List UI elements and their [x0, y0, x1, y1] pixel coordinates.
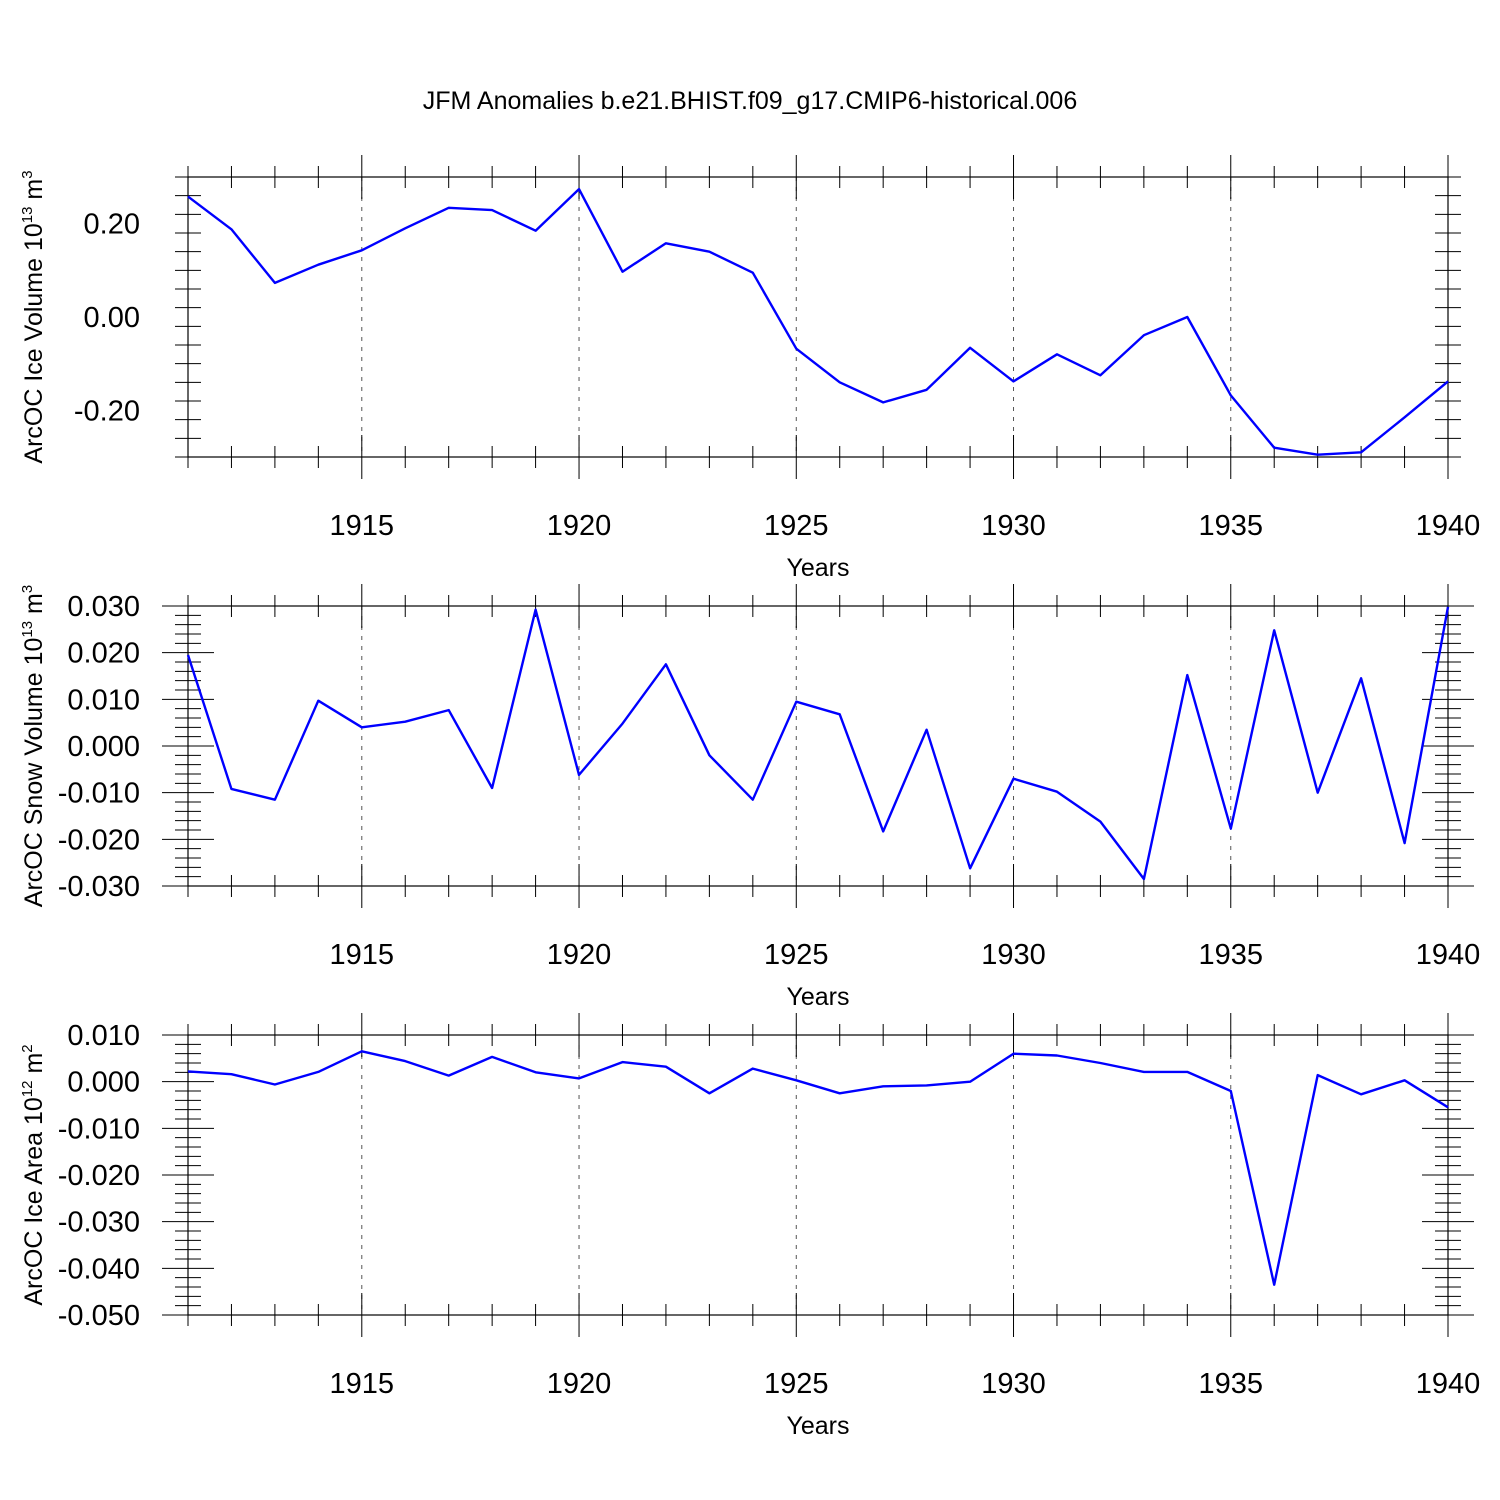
x-tick-label: 1915: [330, 939, 395, 971]
x-tick-label: 1925: [764, 939, 829, 971]
series-line-ice-area: [187, 1050, 1449, 1286]
y-tick-label: 0.00: [84, 302, 140, 334]
x-tick-label: 1930: [981, 939, 1046, 971]
x-tick-label: 1920: [547, 1368, 612, 1400]
y-axis-label: ArcOC Snow Volume 1013 m3: [19, 585, 48, 907]
x-tick-label: 1935: [1199, 1368, 1264, 1400]
y-tick-label: -0.010: [58, 778, 140, 810]
y-tick-label: -0.030: [58, 1207, 140, 1239]
y-tick-label: 0.000: [67, 731, 140, 763]
y-tick-label: -0.030: [58, 871, 140, 903]
y-tick-label: 0.010: [67, 684, 140, 716]
series-line-ice-volume: [187, 187, 1449, 456]
y-tick-label: -0.20: [74, 395, 140, 427]
panel-ice-volume: 0.20 0.00 -0.20 1915 1920 1925 1930 1935 1940 Yea…: [19, 155, 1480, 582]
panel-snow-volume: 0.030 0.020 0.010 0.000 -0.010 -0.020 -0.030 19…: [19, 584, 1480, 1011]
y-axis-label: ArcOC Ice Area 1012 m2: [19, 1044, 48, 1305]
x-tick-label: 1940: [1416, 510, 1481, 542]
y-tick-label: -0.020: [58, 824, 140, 856]
y-tick-label: 0.010: [67, 1020, 140, 1052]
plot-frame: [187, 1034, 1449, 1316]
panel-ice-area: 0.010 0.000 -0.010 -0.020 -0.030 -0.040 -0.050…: [19, 1013, 1480, 1440]
x-tick-label: 1915: [330, 1368, 395, 1400]
y-tick-label: -0.050: [58, 1300, 140, 1332]
x-axis-label: Years: [786, 1412, 849, 1440]
x-tick-label: 1925: [764, 510, 829, 542]
series-line-snow-volume: [186, 606, 1450, 881]
x-tick-label: 1925: [764, 1368, 829, 1400]
y-tick-label: 0.20: [84, 209, 140, 241]
x-tick-label: 1940: [1416, 939, 1481, 971]
x-tick-label: 1920: [547, 510, 612, 542]
x-tick-label: 1935: [1199, 939, 1264, 971]
plot-frame: [187, 605, 1449, 887]
x-tick-label: 1930: [981, 1368, 1046, 1400]
x-tick-label: 1920: [547, 939, 612, 971]
y-axis-label: ArcOC Ice Volume 1013 m3: [19, 170, 48, 463]
x-tick-label: 1930: [981, 510, 1046, 542]
y-tick-label: -0.020: [58, 1160, 140, 1192]
y-tick-label: -0.040: [58, 1253, 140, 1285]
x-tick-label: 1915: [330, 510, 395, 542]
y-tick-label: 0.030: [67, 591, 140, 623]
y-tick-label: 0.020: [67, 638, 140, 670]
plot-frame: [187, 176, 1449, 458]
chart-title: JFM Anomalies b.e21.BHIST.f09_g17.CMIP6-…: [423, 87, 1077, 115]
x-axis-label: Years: [786, 983, 849, 1011]
x-tick-label: 1940: [1416, 1368, 1481, 1400]
y-tick-label: 0.000: [67, 1067, 140, 1099]
x-axis-label: Years: [786, 554, 849, 582]
x-tick-label: 1935: [1199, 510, 1264, 542]
y-tick-label: -0.010: [58, 1113, 140, 1145]
